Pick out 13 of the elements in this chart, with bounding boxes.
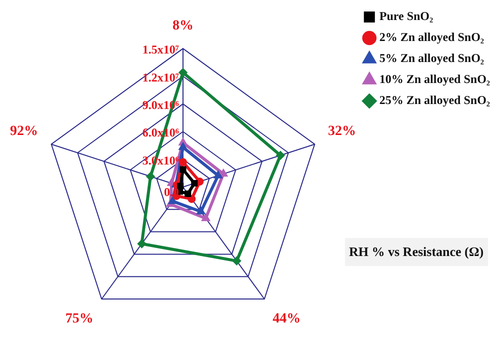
spoke-label: 32% [328, 124, 356, 140]
text: RH % vs Resistance (Ω) [345, 238, 488, 266]
legend-label: 10% Zn alloyed SnO₂ [379, 72, 490, 86]
spoke-label: 8% [172, 18, 194, 34]
spoke-label: 75% [65, 311, 94, 326]
legend-label: 5% Zn alloyed SnO₂ [379, 51, 484, 66]
legend-label: 25% Zn alloyed SnO₂ [379, 93, 490, 108]
spoke-label: 44% [272, 311, 301, 326]
y-tick-label: 1.2x10⁷ [142, 70, 180, 84]
legend-label: 2% Zn alloyed SnO₂ [379, 30, 484, 44]
spoke-label: 92% [10, 124, 38, 140]
legend-label: Pure SnO₂ [379, 9, 434, 24]
y-tick-label: 1.5x10⁷ [142, 42, 180, 57]
